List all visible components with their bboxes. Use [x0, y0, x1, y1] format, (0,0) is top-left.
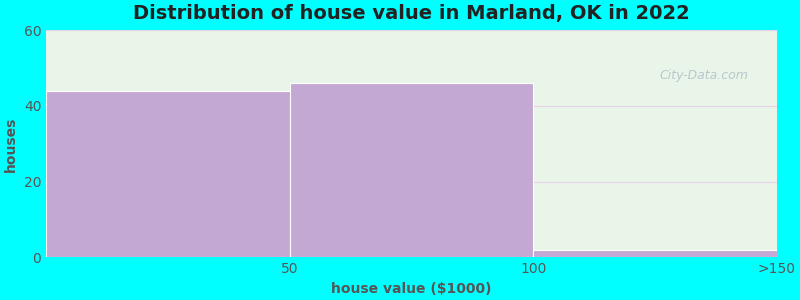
Title: Distribution of house value in Marland, OK in 2022: Distribution of house value in Marland, … [133, 4, 690, 23]
Y-axis label: houses: houses [4, 116, 18, 172]
Bar [290, 83, 534, 257]
Bar [534, 250, 777, 257]
Bar [46, 91, 290, 257]
X-axis label: house value ($1000): house value ($1000) [331, 282, 492, 296]
Text: City-Data.com: City-Data.com [660, 69, 749, 82]
